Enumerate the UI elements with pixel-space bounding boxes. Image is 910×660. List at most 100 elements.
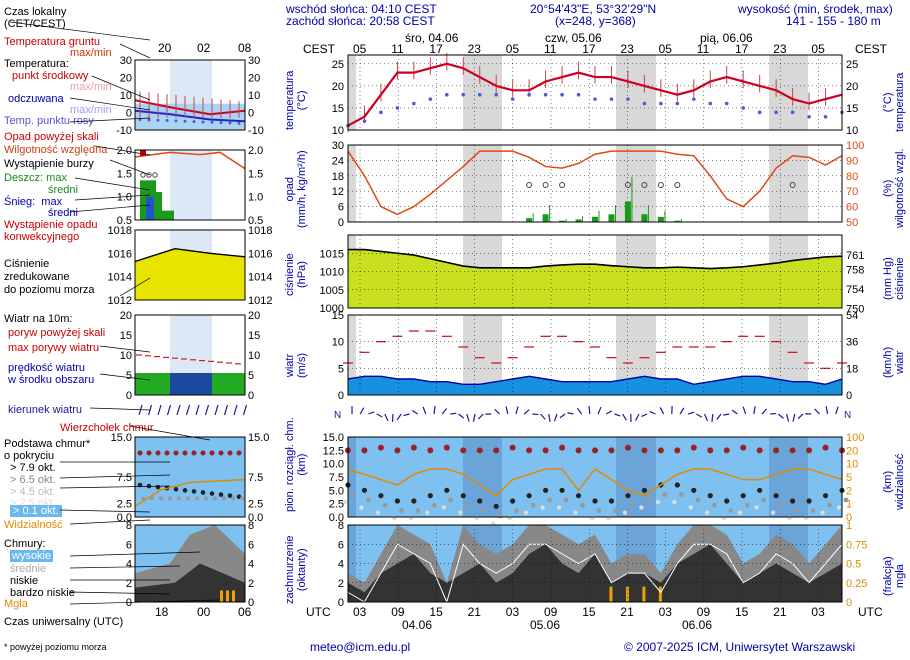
legend-tick-left: 6 [126,539,132,551]
hour-label-utc: 15 [582,605,596,619]
legend-tick-left: 0 [126,390,132,402]
cloud-base-dot [481,508,487,513]
cloud-base-dot [770,510,776,515]
legend-leader-line [69,565,181,569]
legend-cloud-base-dot [204,496,208,501]
legend-tick-right: 15 [248,330,260,342]
tz-label-utc-right: UTC [858,605,883,619]
legend-dew-dot [183,119,187,123]
cloud-base-dot [514,508,520,513]
storm-marker [641,182,648,188]
rain-bar [674,220,681,222]
contact-email[interactable]: meteo@icm.edu.pl [310,640,411,654]
hour-label-cest: 23 [773,42,787,56]
legend-maxmin: max/min [70,47,112,59]
fog-bar [625,586,629,602]
legend-storm-marker [140,172,146,178]
dewpoint-point [774,110,778,115]
legend-cloud-base-dot [177,496,181,501]
cloud-base-dot [458,510,463,515]
humidity-tick-right: 50 [846,217,858,229]
wind-arrow [458,413,465,419]
rain-bar [657,216,664,222]
legend-leader-line [129,425,211,441]
legend-leader-line [109,159,151,176]
legend-press-line [134,247,246,263]
cloud-top-dot [690,444,697,451]
legend-tick-right: 8 [248,520,254,532]
tz-label-right: CEST [855,42,888,56]
storm-marker [789,182,796,188]
coords: 20°54'43"E, 53°32'29"N [530,2,657,16]
cloud-base-dot [688,505,693,510]
legend-utc-time: Czas uniwersalny (UTC) [4,616,124,628]
cloud-base-dot [361,487,368,493]
legend-precip-panel [134,149,246,221]
legend-leader-line [69,591,171,595]
visibility-tick-right: 100 [846,432,864,444]
legend-mid: średnie [10,563,47,575]
wind-arrow [688,411,695,415]
dewpoint-point [708,101,713,106]
cloud-base-dot [625,493,631,499]
legend-visibility-line [134,478,246,507]
legend-cover-low [135,563,245,602]
cloud-base-dot [530,502,536,508]
dewpoint-point [362,119,367,123]
cloud-top-dot [493,447,500,454]
wind-arrow [597,406,602,415]
legend-cloud-base-dot [173,486,179,492]
legend-tick-right: 2.5 [248,499,263,511]
cloud-tick-left: 12.5 [323,445,344,457]
cloud-base-dot [724,498,730,504]
fog-bar [658,586,662,602]
cloud-base-dot [596,508,602,513]
storm-marker [624,182,631,188]
legend-temp-panel [134,59,246,131]
cloud-base-dot [641,487,648,493]
legend-leader-line [9,21,151,41]
night-band [769,145,808,222]
wind-arrow [704,413,709,422]
legend-leader-line [69,551,201,557]
legend-cloud-top-dot [173,450,179,456]
cloud-top-dot [526,447,533,454]
wind-arrow [635,413,640,421]
legend-tick-left: -10 [116,125,132,137]
legend-tick-right: 0 [248,390,254,402]
dewpoint-point [626,97,630,101]
dewpoint-point [576,92,581,97]
legend-leader-line [69,117,151,123]
temp-frame [347,54,843,131]
humidity-tick-right: 70 [846,186,858,198]
precip-tick-left: 24 [332,155,344,167]
wind-arrow [441,408,448,415]
cloud-base-dot [349,492,355,497]
legend-leader-line [99,345,151,353]
temp-tick-right: 15 [846,103,858,115]
legend-leader-line [91,75,151,101]
wind-arrow [515,406,519,415]
legend-hour-top: 02 [197,41,211,55]
legend-tick-right: 1014 [248,272,272,284]
cover-tick-left: 6 [338,539,344,551]
cloud-base-dot [672,499,677,505]
legend-cloud-top-dot [200,450,206,456]
wind-arrow [659,407,665,415]
legend-tick-left: 30 [120,55,132,67]
wind-arrow [450,412,457,415]
cloud-top-dot [443,444,450,451]
wind-arrow [540,413,546,420]
legend-okt79: > 7.9 okt. [10,462,56,474]
hour-label-cest: 17 [735,42,749,56]
hour-label-utc: 21 [620,605,634,619]
day-label-bottom: 05.06 [530,618,560,632]
cloud-base-dot [754,505,759,510]
cloud-top-dot [657,447,664,454]
press-tick-right: 761 [846,250,864,262]
fog-tick-right: 0 [846,597,852,609]
legend-rain-mean: średni [48,184,78,196]
wind-arrow [523,409,530,415]
hour-label-utc: 03 [659,605,673,619]
cloud-base-dot [820,510,825,515]
